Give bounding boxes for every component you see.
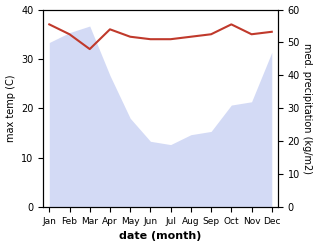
X-axis label: date (month): date (month) (119, 231, 202, 242)
Y-axis label: max temp (C): max temp (C) (5, 75, 16, 142)
Y-axis label: med. precipitation (kg/m2): med. precipitation (kg/m2) (302, 43, 313, 174)
